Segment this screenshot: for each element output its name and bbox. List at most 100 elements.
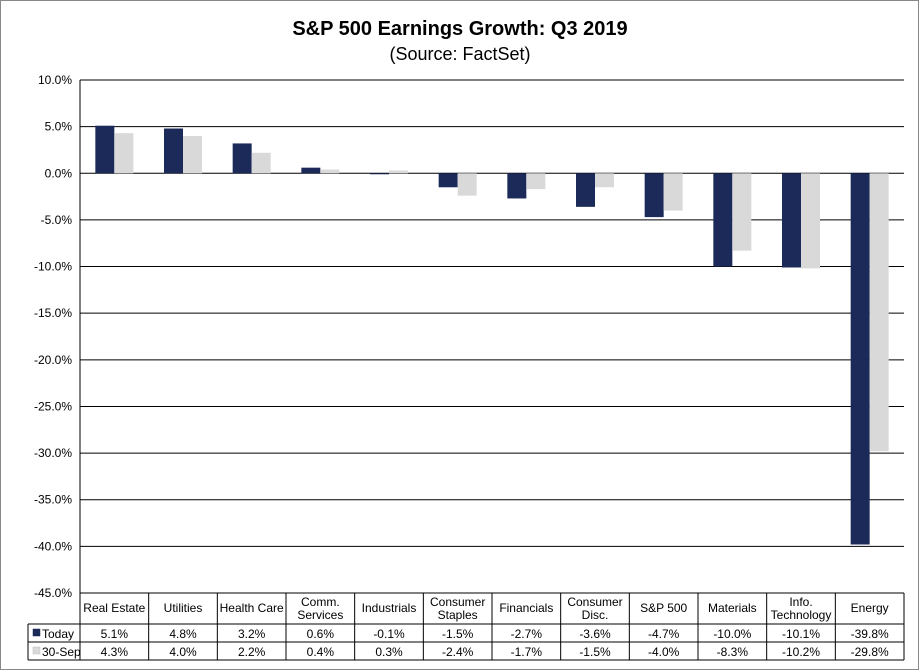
category-label-line: Health Care bbox=[220, 601, 284, 615]
category-label-line: Info. bbox=[789, 595, 812, 609]
bar-info-technology-30-sep bbox=[801, 173, 820, 269]
category-label-consumer-staples: Consumer Staples bbox=[430, 595, 485, 622]
category-label-line: Energy bbox=[851, 601, 889, 615]
bar-consumer-staples-30-sep bbox=[457, 173, 477, 196]
category-label-line: Consumer bbox=[567, 595, 622, 609]
data-label-energy-30-sep: -29.8% bbox=[851, 645, 889, 659]
bar-comm-services-30-sep bbox=[320, 169, 340, 174]
legend-label-today: Today bbox=[42, 627, 74, 641]
category-label-financials: Financials bbox=[499, 601, 553, 615]
y-tick-label: -5.0% bbox=[41, 213, 73, 227]
category-label-line: Comm. bbox=[301, 595, 340, 609]
bar-energy-today bbox=[850, 173, 870, 545]
bar-real-estate-today bbox=[95, 125, 115, 174]
bar-utilities-30-sep bbox=[183, 135, 202, 174]
category-label-line: Technology bbox=[771, 608, 832, 622]
category-label-line: Consumer bbox=[430, 595, 485, 609]
category-label-health-care: Health Care bbox=[220, 601, 284, 615]
data-label-consumer-staples-today: -1.5% bbox=[442, 627, 474, 641]
data-label-materials-30-sep: -8.3% bbox=[717, 645, 749, 659]
bar-industrials-today bbox=[370, 173, 389, 175]
chart-subtitle: (Source: FactSet) bbox=[389, 44, 530, 64]
category-label-line: S&P 500 bbox=[640, 601, 687, 615]
bar-real-estate-30-sep bbox=[114, 133, 134, 174]
data-label-utilities-30-sep: 4.0% bbox=[169, 645, 197, 659]
bar-info-technology-today bbox=[782, 173, 801, 268]
legend-swatch-today bbox=[32, 628, 41, 637]
category-label-line: Utilities bbox=[164, 601, 203, 615]
y-tick-label: -10.0% bbox=[34, 260, 72, 274]
data-label-consumer-staples-30-sep: -2.4% bbox=[442, 645, 474, 659]
data-label-health-care-today: 3.2% bbox=[238, 627, 266, 641]
y-tick-label: -45.0% bbox=[34, 586, 72, 600]
data-label-energy-today: -39.8% bbox=[851, 627, 889, 641]
category-label-info-technology: Info. Technology bbox=[771, 595, 832, 622]
bar-s-p-500-today bbox=[644, 173, 664, 218]
chart-title: S&P 500 Earnings Growth: Q3 2019 bbox=[292, 18, 627, 40]
category-label-line: Services bbox=[297, 608, 343, 622]
category-label-line: Industrials bbox=[362, 601, 417, 615]
data-label-consumer-disc-30-sep: -1.5% bbox=[579, 645, 611, 659]
data-label-s-p-500-30-sep: -4.0% bbox=[648, 645, 680, 659]
data-label-financials-30-sep: -1.7% bbox=[511, 645, 543, 659]
data-label-info-technology-today: -10.1% bbox=[782, 627, 820, 641]
bar-materials-30-sep bbox=[732, 173, 752, 251]
category-label-line: Disc. bbox=[582, 608, 609, 622]
category-label-real-estate: Real Estate bbox=[83, 601, 145, 615]
bar-health-care-30-sep bbox=[251, 152, 271, 174]
bar-financials-today bbox=[507, 173, 527, 199]
bar-consumer-disc-today bbox=[576, 173, 595, 207]
y-tick-label: -30.0% bbox=[34, 446, 72, 460]
y-axis-ticks: 10.0% 5.0% 0.0% -5.0% -10.0% -15.0% -20.0% -25.… bbox=[34, 73, 72, 600]
category-label-line: Financials bbox=[499, 601, 553, 615]
data-label-comm-services-30-sep: 0.4% bbox=[307, 645, 335, 659]
data-label-comm-services-today: 0.6% bbox=[307, 627, 335, 641]
bar-materials-today bbox=[713, 173, 733, 267]
y-tick-label: -35.0% bbox=[34, 493, 72, 507]
category-label-line: Staples bbox=[438, 608, 478, 622]
category-label-energy: Energy bbox=[851, 601, 889, 615]
data-label-consumer-disc-today: -3.6% bbox=[579, 627, 611, 641]
legend-swatch-30-sep bbox=[32, 646, 41, 655]
legend-label-30-sep: 30-Sep bbox=[42, 645, 81, 659]
bar-consumer-staples-today bbox=[438, 173, 458, 188]
data-table: Real Estate Utilities Health Care Comm. Serv… bbox=[27, 592, 905, 661]
y-tick-label: -40.0% bbox=[34, 539, 72, 553]
data-label-utilities-today: 4.8% bbox=[169, 627, 197, 641]
bar-s-p-500-30-sep bbox=[663, 173, 683, 211]
y-tick-label: -25.0% bbox=[34, 399, 72, 413]
data-label-financials-today: -2.7% bbox=[511, 627, 543, 641]
category-label-materials: Materials bbox=[708, 601, 757, 615]
data-label-s-p-500-today: -4.7% bbox=[648, 627, 680, 641]
data-label-materials-today: -10.0% bbox=[713, 627, 751, 641]
bar-industrials-30-sep bbox=[389, 170, 408, 174]
bar-utilities-today bbox=[164, 128, 183, 174]
category-label-line: Materials bbox=[708, 601, 757, 615]
data-label-real-estate-30-sep: 4.3% bbox=[101, 645, 129, 659]
y-tick-label: 10.0% bbox=[38, 73, 72, 87]
y-tick-label: 0.0% bbox=[45, 166, 73, 180]
data-label-industrials-today: -0.1% bbox=[373, 627, 405, 641]
data-label-real-estate-today: 5.1% bbox=[101, 627, 129, 641]
y-tick-label: 5.0% bbox=[45, 120, 73, 134]
bar-energy-30-sep bbox=[869, 173, 889, 452]
y-tick-label: -20.0% bbox=[34, 353, 72, 367]
data-label-health-care-30-sep: 2.2% bbox=[238, 645, 266, 659]
data-label-industrials-30-sep: 0.3% bbox=[375, 645, 403, 659]
bar-consumer-disc-30-sep bbox=[595, 173, 614, 188]
category-label-consumer-disc: Consumer Disc. bbox=[567, 595, 622, 622]
y-tick-label: -15.0% bbox=[34, 306, 72, 320]
bar-financials-30-sep bbox=[526, 173, 546, 190]
bar-health-care-today bbox=[232, 143, 252, 174]
category-label-line: Real Estate bbox=[83, 601, 145, 615]
data-label-info-technology-30-sep: -10.2% bbox=[782, 645, 820, 659]
category-label-utilities: Utilities bbox=[164, 601, 203, 615]
category-label-comm-services: Comm. Services bbox=[297, 595, 343, 622]
bar-comm-services-today bbox=[301, 167, 321, 174]
bars bbox=[95, 125, 889, 545]
category-label-industrials: Industrials bbox=[362, 601, 417, 615]
category-label-s-p-500: S&P 500 bbox=[640, 601, 687, 615]
